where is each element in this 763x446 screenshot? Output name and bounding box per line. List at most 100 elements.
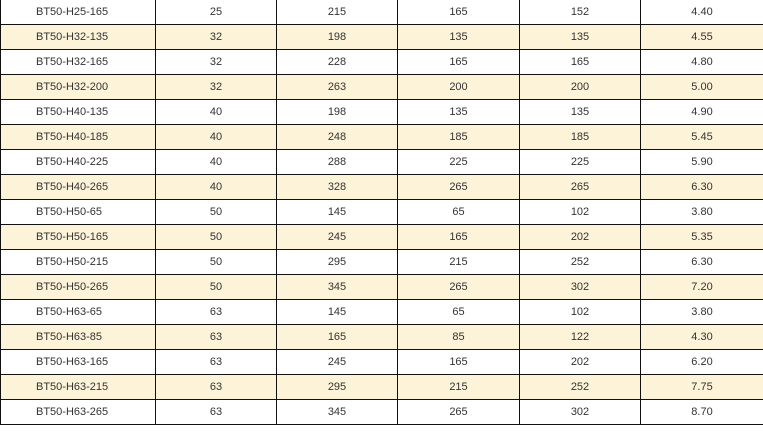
weight-cell: 4.80 <box>640 49 763 75</box>
table-row: BT50-H40-225 40 288 225 225 5.90 <box>0 149 763 175</box>
weight-cell: 4.30 <box>640 324 763 350</box>
length-cell: 265 <box>397 274 520 300</box>
model-cell: BT50-H50-265 <box>0 274 156 300</box>
total-length-cell: 145 <box>276 199 398 225</box>
gauge-length-cell: 135 <box>519 24 641 50</box>
model-cell: BT50-H40-135 <box>0 99 156 125</box>
diameter-cell: 50 <box>155 199 277 225</box>
model-cell: BT50-H50-215 <box>0 249 156 275</box>
length-cell: 265 <box>397 174 520 200</box>
weight-cell: 7.20 <box>640 274 763 300</box>
model-cell: BT50-H25-165 <box>0 0 156 25</box>
model-cell: BT50-H63-165 <box>0 349 156 375</box>
total-length-cell: 198 <box>276 99 398 125</box>
table-row: BT50-H32-165 32 228 165 165 4.80 <box>0 49 763 75</box>
table-row: BT50-H50-265 50 345 265 302 7.20 <box>0 274 763 300</box>
total-length-cell: 245 <box>276 349 398 375</box>
specifications-table: BT50-H25-165 25 215 165 152 4.40 BT50-H32-135 3… <box>0 0 763 425</box>
gauge-length-cell: 165 <box>519 49 641 75</box>
table-row: BT50-H32-135 32 198 135 135 4.55 <box>0 24 763 50</box>
model-cell: BT50-H40-265 <box>0 174 156 200</box>
table-row: BT50-H40-135 40 198 135 135 4.90 <box>0 99 763 125</box>
diameter-cell: 32 <box>155 24 277 50</box>
gauge-length-cell: 102 <box>519 299 641 325</box>
model-cell: BT50-H32-200 <box>0 74 156 100</box>
gauge-length-cell: 225 <box>519 149 641 175</box>
model-cell: BT50-H63-215 <box>0 374 156 400</box>
diameter-cell: 50 <box>155 274 277 300</box>
total-length-cell: 295 <box>276 249 398 275</box>
length-cell: 165 <box>397 0 520 25</box>
weight-cell: 7.75 <box>640 374 763 400</box>
table-row: BT50-H50-165 50 245 165 202 5.35 <box>0 224 763 250</box>
total-length-cell: 345 <box>276 399 398 425</box>
diameter-cell: 40 <box>155 124 277 150</box>
total-length-cell: 328 <box>276 174 398 200</box>
length-cell: 165 <box>397 224 520 250</box>
total-length-cell: 145 <box>276 299 398 325</box>
model-cell: BT50-H50-165 <box>0 224 156 250</box>
model-cell: BT50-H63-85 <box>0 324 156 350</box>
total-length-cell: 215 <box>276 0 398 25</box>
table-row: BT50-H63-265 63 345 265 302 8.70 <box>0 399 763 425</box>
length-cell: 265 <box>397 399 520 425</box>
diameter-cell: 25 <box>155 0 277 25</box>
length-cell: 185 <box>397 124 520 150</box>
gauge-length-cell: 202 <box>519 224 641 250</box>
length-cell: 65 <box>397 299 520 325</box>
gauge-length-cell: 102 <box>519 199 641 225</box>
length-cell: 165 <box>397 49 520 75</box>
model-cell: BT50-H63-65 <box>0 299 156 325</box>
weight-cell: 5.90 <box>640 149 763 175</box>
gauge-length-cell: 185 <box>519 124 641 150</box>
gauge-length-cell: 135 <box>519 99 641 125</box>
weight-cell: 6.30 <box>640 174 763 200</box>
table-row: BT50-H40-185 40 248 185 185 5.45 <box>0 124 763 150</box>
weight-cell: 5.35 <box>640 224 763 250</box>
model-cell: BT50-H50-65 <box>0 199 156 225</box>
model-cell: BT50-H63-265 <box>0 399 156 425</box>
table-row: BT50-H63-85 63 165 85 122 4.30 <box>0 324 763 350</box>
length-cell: 135 <box>397 24 520 50</box>
table-row: BT50-H63-65 63 145 65 102 3.80 <box>0 299 763 325</box>
table-row: BT50-H40-265 40 328 265 265 6.30 <box>0 174 763 200</box>
length-cell: 165 <box>397 349 520 375</box>
model-cell: BT50-H40-225 <box>0 149 156 175</box>
gauge-length-cell: 302 <box>519 399 641 425</box>
total-length-cell: 245 <box>276 224 398 250</box>
total-length-cell: 345 <box>276 274 398 300</box>
weight-cell: 8.70 <box>640 399 763 425</box>
gauge-length-cell: 200 <box>519 74 641 100</box>
gauge-length-cell: 202 <box>519 349 641 375</box>
total-length-cell: 228 <box>276 49 398 75</box>
diameter-cell: 63 <box>155 299 277 325</box>
weight-cell: 4.55 <box>640 24 763 50</box>
table-body: BT50-H25-165 25 215 165 152 4.40 BT50-H32-135 3… <box>0 0 763 425</box>
table-row: BT50-H63-215 63 295 215 252 7.75 <box>0 374 763 400</box>
length-cell: 225 <box>397 149 520 175</box>
table-row: BT50-H32-200 32 263 200 200 5.00 <box>0 74 763 100</box>
total-length-cell: 165 <box>276 324 398 350</box>
weight-cell: 5.00 <box>640 74 763 100</box>
diameter-cell: 63 <box>155 324 277 350</box>
weight-cell: 6.20 <box>640 349 763 375</box>
gauge-length-cell: 252 <box>519 249 641 275</box>
length-cell: 200 <box>397 74 520 100</box>
total-length-cell: 295 <box>276 374 398 400</box>
table-row: BT50-H63-165 63 245 165 202 6.20 <box>0 349 763 375</box>
weight-cell: 6.30 <box>640 249 763 275</box>
weight-cell: 3.80 <box>640 199 763 225</box>
diameter-cell: 50 <box>155 249 277 275</box>
diameter-cell: 32 <box>155 74 277 100</box>
gauge-length-cell: 265 <box>519 174 641 200</box>
gauge-length-cell: 152 <box>519 0 641 25</box>
table-row: BT50-H50-65 50 145 65 102 3.80 <box>0 199 763 225</box>
length-cell: 135 <box>397 99 520 125</box>
diameter-cell: 32 <box>155 49 277 75</box>
diameter-cell: 63 <box>155 374 277 400</box>
gauge-length-cell: 252 <box>519 374 641 400</box>
weight-cell: 3.80 <box>640 299 763 325</box>
length-cell: 215 <box>397 374 520 400</box>
model-cell: BT50-H32-165 <box>0 49 156 75</box>
table-row: BT50-H50-215 50 295 215 252 6.30 <box>0 249 763 275</box>
